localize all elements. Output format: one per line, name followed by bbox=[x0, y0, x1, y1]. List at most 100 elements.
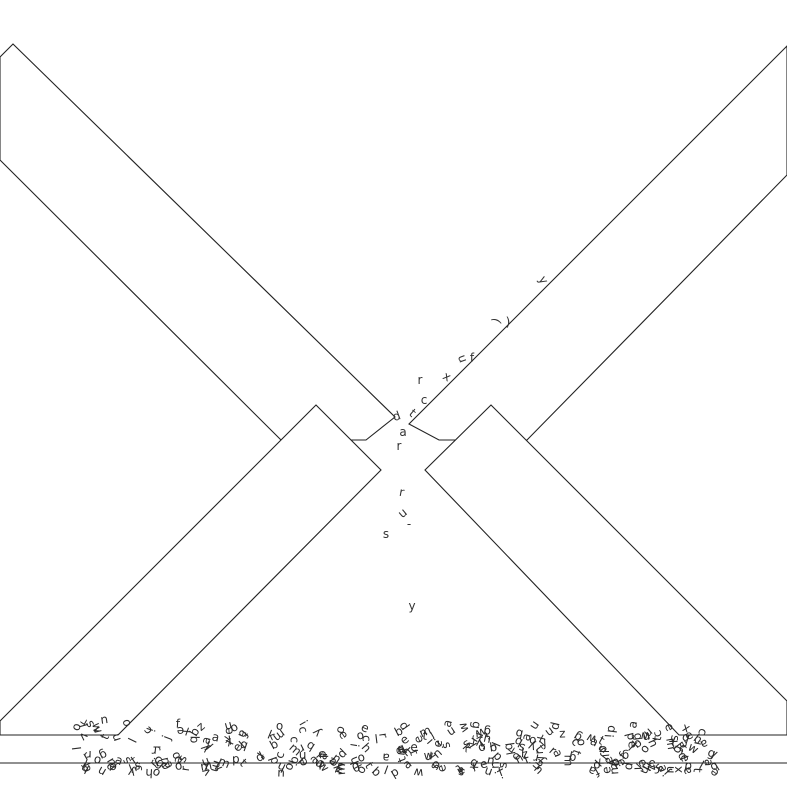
pile-letter: o bbox=[281, 761, 297, 772]
falling-letter: c bbox=[421, 393, 428, 407]
falling-letter: r bbox=[397, 439, 402, 453]
pile-letter: e bbox=[359, 720, 371, 736]
pile-letter: d bbox=[232, 753, 240, 767]
pile-letter: o bbox=[355, 729, 366, 744]
falling-letter: a bbox=[399, 425, 406, 439]
pile-letter: s bbox=[456, 765, 466, 780]
pile-letter: p bbox=[395, 719, 411, 733]
pile-letter: o bbox=[174, 758, 183, 773]
pile-letter: y bbox=[127, 765, 137, 780]
pile-letter: b bbox=[567, 749, 578, 764]
pile-letter: n bbox=[482, 764, 494, 780]
pile-letter: b bbox=[489, 740, 498, 755]
pile-letter: h bbox=[482, 731, 493, 746]
pile-letter: a bbox=[440, 718, 455, 729]
upper-right-plank bbox=[408, 45, 787, 441]
pile-letter: k bbox=[330, 763, 346, 775]
pile-letter: o bbox=[92, 752, 103, 767]
pile-letter: j bbox=[497, 766, 506, 781]
pile-letter: c bbox=[296, 725, 311, 735]
pile-letter: r bbox=[376, 732, 391, 739]
pile-letter: t bbox=[650, 735, 665, 742]
pile-letter: o bbox=[334, 725, 350, 736]
falling-letter: r bbox=[398, 485, 405, 500]
pile-letter: g bbox=[482, 724, 491, 739]
pile-letter: x bbox=[671, 766, 685, 774]
pile-letter: m bbox=[607, 763, 622, 776]
pile-letter: r bbox=[532, 749, 546, 755]
falling-letter: ) bbox=[506, 315, 511, 329]
pile-letter: d bbox=[388, 765, 402, 781]
pile-letter: l bbox=[671, 740, 684, 751]
pile-letter: r bbox=[151, 744, 157, 758]
pile-letter: t bbox=[394, 754, 409, 764]
pile-letter: i bbox=[347, 742, 361, 747]
pile-letter: g bbox=[621, 749, 629, 763]
pile-letter: n bbox=[158, 756, 173, 767]
pile-letter: k bbox=[487, 740, 503, 752]
pile-letter: y bbox=[475, 736, 483, 751]
pile-letter: z bbox=[520, 747, 529, 762]
pile-letter: c bbox=[650, 728, 665, 739]
pile-letter: r bbox=[297, 741, 308, 756]
pile-letter: j bbox=[159, 733, 174, 742]
pile-letter: o bbox=[593, 757, 602, 772]
pile-letter: e bbox=[410, 740, 418, 754]
pile-letter: a bbox=[655, 762, 671, 774]
pile-letter: o bbox=[356, 751, 367, 766]
pile-letter: l bbox=[697, 757, 707, 771]
pile-letter: m bbox=[562, 755, 576, 767]
pile-letter: l bbox=[236, 738, 248, 751]
pile-letter: r bbox=[467, 733, 482, 744]
pile-letter: e bbox=[478, 756, 489, 771]
pile-letter: z bbox=[643, 763, 658, 773]
pile-letter: a bbox=[211, 729, 221, 744]
pile-letter: b bbox=[187, 736, 201, 744]
pile-letter: p bbox=[314, 750, 328, 758]
pile-letter: a bbox=[586, 763, 598, 779]
pile-letter: d bbox=[266, 755, 282, 767]
pile-letter: e bbox=[625, 741, 639, 749]
pile-letter: a bbox=[80, 762, 96, 774]
pile-letter: l bbox=[70, 746, 84, 751]
pile-letter: a bbox=[198, 735, 213, 746]
pile-letter: i bbox=[143, 726, 157, 734]
upper-left-plank bbox=[0, 43, 396, 441]
pile-letter: m bbox=[216, 754, 232, 771]
pile-letter: s bbox=[668, 735, 682, 742]
pile-letter: g bbox=[631, 732, 646, 741]
pile-letter: u bbox=[223, 717, 234, 732]
pile-letter: o bbox=[574, 738, 589, 747]
pile-letter: y bbox=[309, 725, 324, 740]
pile-letter: f bbox=[175, 717, 181, 731]
pile-letter: e bbox=[108, 760, 118, 775]
pile-letter: m bbox=[333, 763, 348, 776]
pile-letter: y bbox=[630, 761, 646, 773]
pile-letter: r bbox=[150, 745, 164, 750]
pile-letter: i bbox=[629, 738, 642, 750]
pile-letter: r bbox=[87, 748, 92, 762]
pile-letter: e bbox=[677, 753, 692, 764]
pile-letter: w bbox=[423, 748, 433, 762]
pile-letter: o bbox=[529, 734, 537, 748]
falling-letter: y bbox=[408, 599, 415, 613]
pile-letter: e bbox=[393, 745, 408, 755]
pile-letter: a bbox=[625, 720, 640, 730]
pile-letter: d bbox=[621, 761, 636, 771]
lower-right-block bbox=[424, 404, 787, 736]
falling-letter: d bbox=[391, 408, 403, 424]
pile-letter: i bbox=[127, 761, 135, 775]
pile-letter: c bbox=[360, 735, 374, 742]
pile-letter: g bbox=[469, 720, 484, 729]
pile-letter: e bbox=[434, 763, 449, 774]
pile-letter: r bbox=[690, 738, 705, 746]
pile-letter: s bbox=[134, 758, 142, 773]
pile-letter: q bbox=[238, 736, 250, 752]
pile-letter: n bbox=[100, 712, 109, 727]
pile-letter: k bbox=[76, 718, 91, 729]
pile-letter: p bbox=[549, 721, 564, 732]
pile-letter: o bbox=[68, 722, 83, 733]
pile-letter: l bbox=[521, 745, 525, 759]
pile-letter: m bbox=[331, 760, 348, 776]
